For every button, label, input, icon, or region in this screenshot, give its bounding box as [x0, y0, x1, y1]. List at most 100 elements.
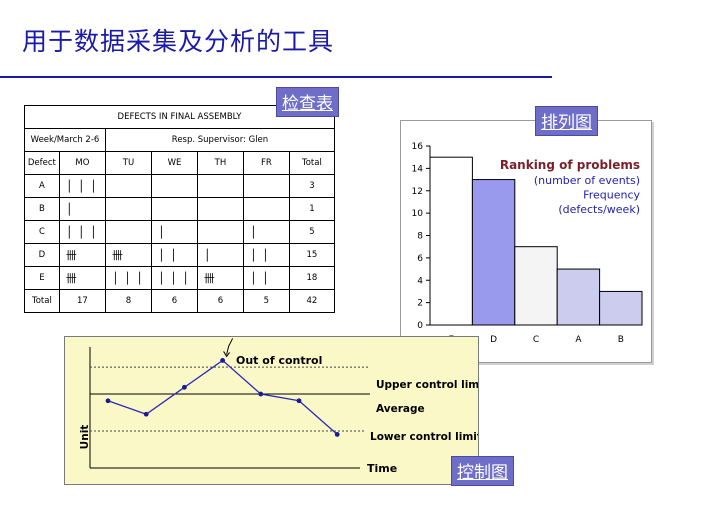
- tally-cell: [104, 174, 153, 198]
- tally-cell: 卌: [104, 243, 153, 267]
- check-sheet-footer-row: Total 17 8 6 6 5 42: [24, 289, 336, 313]
- row-total: 1: [288, 197, 336, 221]
- row-total: 3: [288, 174, 336, 198]
- tally-cell: │: [151, 220, 198, 244]
- bar: [471, 179, 516, 326]
- footer-cell: 5: [242, 289, 290, 313]
- defect-label: E: [24, 266, 60, 290]
- check-sheet-table: DEFECTS IN FINAL ASSEMBLY Week/March 2-6…: [24, 105, 336, 313]
- table-row: C │ │ │ │ │ 5: [24, 220, 336, 244]
- data-point: [143, 411, 149, 417]
- pareto-subtitle: (number of events): [534, 174, 640, 187]
- y-tick-label: 2: [417, 299, 423, 309]
- data-point: [334, 431, 340, 437]
- x-tick-label: D: [490, 335, 497, 345]
- tally-cell: [151, 197, 198, 221]
- tally-cell: │ │ │: [58, 174, 106, 198]
- tally-cell: 卌: [58, 266, 106, 290]
- bar: [599, 290, 643, 326]
- table-row: E 卌 │ │ │ │ │ │ 卌 │ │ 18: [24, 266, 336, 290]
- tally-cell: [104, 220, 153, 244]
- y-tick-label: 8: [417, 232, 423, 242]
- tally-cell: [242, 197, 290, 221]
- y-tick-label: 0: [417, 321, 423, 331]
- footer-cell: 6: [196, 289, 244, 313]
- ucl-label: Upper control limit: [376, 379, 478, 391]
- pareto-title: Ranking of problems: [500, 158, 640, 172]
- tally-cell: [196, 220, 244, 244]
- footer-cell: 42: [288, 289, 336, 313]
- annotation-arrow: [226, 338, 234, 355]
- y-tick-label: 4: [417, 276, 423, 286]
- table-row: A │ │ │ 3: [24, 174, 336, 198]
- title-divider: [0, 76, 552, 78]
- data-point: [105, 398, 111, 404]
- defect-label: A: [24, 174, 60, 198]
- defect-label: D: [24, 243, 60, 267]
- process-line: [107, 359, 338, 435]
- table-row: B │ 1: [24, 197, 336, 221]
- defect-label: C: [24, 220, 60, 244]
- row-total: 18: [288, 266, 336, 290]
- control-tag: 控制图: [451, 456, 514, 486]
- tally-cell: │ │: [151, 243, 198, 267]
- page-title: 用于数据采集及分析的工具: [22, 27, 335, 56]
- average-label: Average: [376, 403, 425, 415]
- tally-cell: │: [58, 197, 106, 221]
- x-tick-label: B: [618, 335, 624, 345]
- check-sheet-week: Week/March 2-6: [24, 128, 106, 152]
- check-sheet-supervisor: Resp. Supervisor: Glen: [104, 128, 336, 152]
- header-cell: WE: [151, 151, 198, 175]
- tally-cell: │ │: [242, 243, 290, 267]
- row-total: 15: [288, 243, 336, 267]
- tally-cell: [242, 174, 290, 198]
- y-tick-label: 10: [412, 209, 424, 219]
- footer-cell: 6: [151, 289, 198, 313]
- y-tick-label: 6: [417, 254, 423, 264]
- data-point: [182, 384, 187, 390]
- header-cell: FR: [242, 151, 290, 175]
- pareto-tag: 排列图: [535, 106, 598, 136]
- tally-cell: │: [242, 220, 290, 244]
- bar: [429, 156, 473, 326]
- data-point: [220, 358, 226, 363]
- bar: [514, 246, 558, 326]
- defect-label: B: [24, 197, 60, 221]
- y-axis-label: Unit: [79, 425, 91, 450]
- header-cell: Total: [288, 151, 336, 175]
- y-tick-label: 12: [412, 187, 423, 197]
- out-of-control-label: Out of control: [236, 354, 322, 367]
- control-chart-panel: Out of control Upper control limit Average…: [64, 336, 488, 485]
- pareto-chart: 0246810121416EDCABRanking of problems(nu…: [412, 142, 643, 345]
- tally-cell: [196, 197, 244, 221]
- header-cell: TU: [104, 151, 153, 175]
- data-point: [296, 398, 302, 404]
- lcl-label: Lower control limit: [370, 431, 478, 443]
- table-row: D 卌 卌 │ │ │ │ │ 15: [24, 243, 336, 267]
- footer-cell: 8: [104, 289, 153, 313]
- annotation-arrow-head: [223, 351, 230, 358]
- y-tick-label: 16: [412, 142, 424, 152]
- tally-cell: │: [196, 243, 244, 267]
- footer-cell: 17: [58, 289, 106, 313]
- tally-cell: │ │: [242, 266, 290, 290]
- check-sheet-tag: 检查表: [276, 87, 339, 117]
- bar: [556, 268, 601, 326]
- tally-cell: [104, 197, 153, 221]
- tally-cell: [196, 174, 244, 198]
- x-tick-label: C: [533, 335, 539, 345]
- y-tick-label: 14: [412, 164, 424, 174]
- tally-cell: 卌: [58, 243, 106, 267]
- x-tick-label: A: [575, 335, 582, 345]
- footer-cell: Total: [24, 289, 60, 313]
- check-sheet-header-row: Defect MO TU WE TH FR Total: [24, 151, 336, 175]
- tally-cell: [151, 174, 198, 198]
- tally-cell: 卌: [196, 266, 244, 290]
- tally-cell: │ │ │: [104, 266, 153, 290]
- header-cell: Defect: [24, 151, 60, 175]
- control-chart: Out of control Upper control limit Average…: [79, 338, 488, 475]
- tally-cell: │ │ │: [151, 266, 198, 290]
- data-point: [258, 391, 264, 397]
- tally-cell: │ │ │: [58, 220, 106, 244]
- pareto-subtitle: (defects/week): [558, 203, 640, 216]
